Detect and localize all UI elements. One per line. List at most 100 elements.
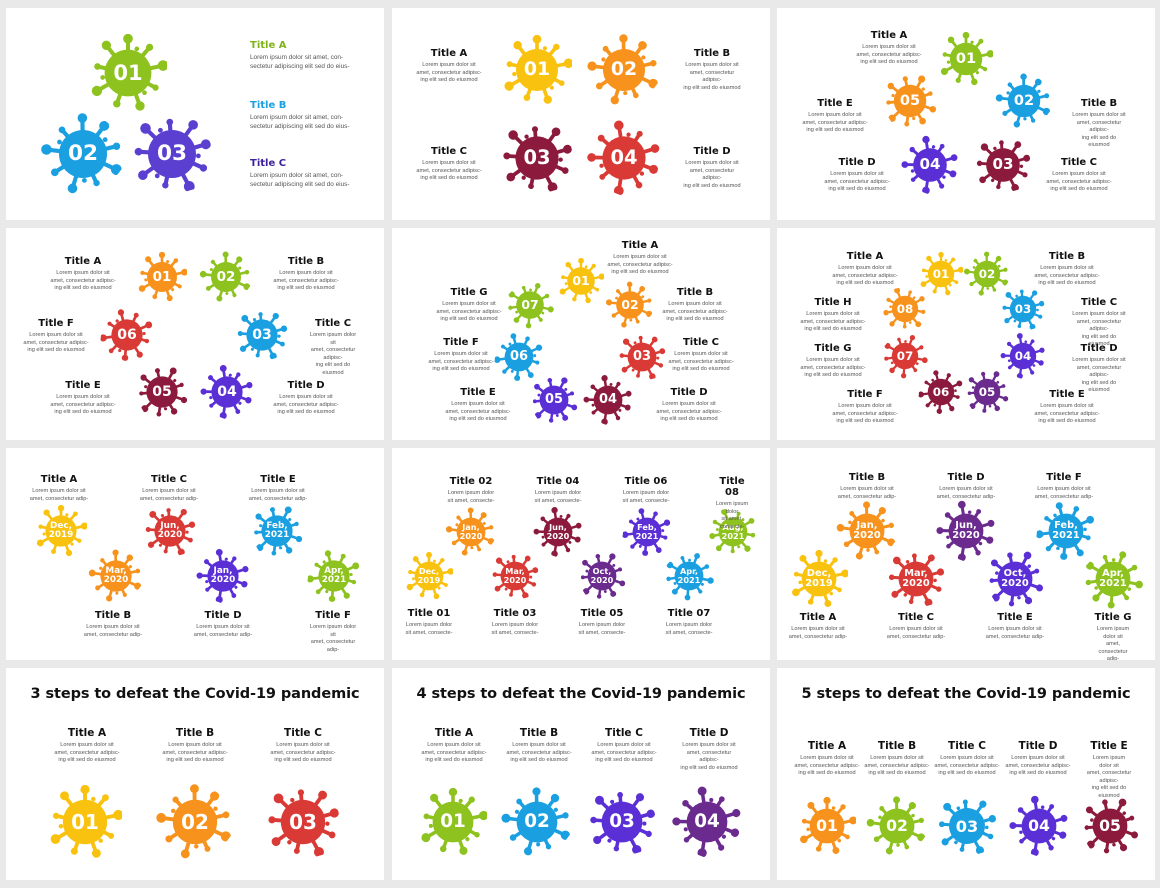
item-title: Title 07 bbox=[667, 608, 711, 619]
virus-icon: Feb, 2021 bbox=[620, 505, 673, 559]
virus-icon: 02 bbox=[27, 98, 140, 211]
item-description: Lorem ipsum dolor sit amet, consectetur … bbox=[445, 401, 511, 423]
slide-thumbnail-6[interactable]: 01 02 03 04 05 06 07 08 Title A Lorem ipsum dolor… bbox=[777, 228, 1155, 440]
item-title: Title B bbox=[877, 740, 917, 752]
virus-label: Jun, 2020 bbox=[952, 519, 980, 541]
slide-thumbnail-12[interactable]: 5 steps to defeat the Covid-19 pandemic 0… bbox=[777, 668, 1155, 880]
slide-thumbnail-10[interactable]: 3 steps to defeat the Covid-19 pandemic 0… bbox=[6, 668, 384, 880]
item-title: Title A bbox=[807, 740, 847, 752]
virus-label: 02 bbox=[621, 297, 639, 313]
virus-icon: Apr, 2021 bbox=[1072, 538, 1154, 620]
item-title: Title A bbox=[67, 727, 107, 739]
slide-heading: 5 steps to defeat the Covid-19 pandemic bbox=[801, 686, 1131, 702]
item-description: Lorem ipsum dolor sit amet, consectetur … bbox=[1086, 755, 1132, 799]
virus-icon: Apr, 2021 bbox=[655, 542, 723, 610]
virus-label: 02 bbox=[886, 815, 908, 835]
virus-label: 05 bbox=[152, 383, 172, 400]
item-description: Lorem ipsum dolor sit amet, consectetur … bbox=[139, 488, 199, 502]
virus-label: Feb, 2021 bbox=[635, 522, 659, 541]
item-description: Lorem ipsum dolor sit amet, consectetur … bbox=[794, 755, 860, 777]
virus-label: Apr, 2021 bbox=[677, 566, 701, 585]
text-block: Title B Lorem ipsum dolor sit amet, conse… bbox=[506, 727, 571, 765]
text-block: Title C Lorem ipsum dolor sit amet, conse… bbox=[591, 727, 656, 765]
item-title: Title D bbox=[689, 727, 729, 739]
virus-icon: 03 bbox=[968, 130, 1038, 200]
item-description: Lorem ipsum dolor sit amet, consectetur … bbox=[428, 351, 494, 373]
virus-icon: Mar, 2020 bbox=[485, 546, 545, 606]
virus-icon: 05 bbox=[126, 356, 198, 428]
item-title: Title A bbox=[434, 727, 474, 739]
virus-label: Dec, 2019 bbox=[48, 520, 74, 540]
item-description: Lorem ipsum dolor sit amet, consectetur … bbox=[832, 265, 898, 287]
virus-label: 05 bbox=[544, 392, 564, 408]
text-block: Title B Lorem ipsum dolor sit amet, conse… bbox=[683, 48, 741, 92]
virus-label: 04 bbox=[217, 383, 237, 400]
item-title: Title E bbox=[997, 612, 1033, 623]
item-title: Title C bbox=[605, 727, 643, 739]
text-block: Title D Lorem ipsum dolor sit amet, conse… bbox=[683, 146, 741, 190]
item-description: Lorem ipsum dolor sit amet, consectetur … bbox=[837, 486, 897, 500]
slide-thumbnail-8[interactable]: Dec, 2019 Jan, 2020 Mar, 2020 Jun, 2020 Oct,… bbox=[392, 448, 770, 660]
virus-label: 05 bbox=[899, 92, 921, 110]
text-block: Title E Lorem ipsum dolor sit amet, conse… bbox=[249, 474, 307, 503]
text-block: Title H Lorem ipsum dolor sit amet, conse… bbox=[800, 297, 865, 334]
text-block: Title F Lorem ipsum dolor sit amet, conse… bbox=[308, 610, 359, 654]
item-description: Lorem ipsum dolor sit amet, consectetur … bbox=[1046, 171, 1112, 193]
slide-thumbnail-11[interactable]: 4 steps to defeat the Covid-19 pandemic 0… bbox=[392, 668, 770, 880]
slide-thumbnail-1[interactable]: 01 02 03 Title A Lorem ipsum dolor sit amet,… bbox=[6, 8, 384, 220]
text-block: Title D Lorem ipsum dolor sit amet, conse… bbox=[824, 157, 889, 194]
item-title: Title B bbox=[1048, 251, 1086, 262]
item-description: Lorem ipsum dolor sit amet, consectetur … bbox=[416, 160, 482, 182]
virus-icon: 06 bbox=[492, 330, 545, 384]
item-description: Lorem ipsum dolor sit amet, consectetur … bbox=[193, 624, 253, 638]
item-description: Lorem ipsum dolor sit amet, consectetur … bbox=[309, 332, 357, 376]
virus-label: 01 bbox=[113, 59, 143, 85]
item-title: Title C bbox=[284, 727, 322, 739]
item-title: Title C bbox=[150, 474, 188, 485]
virus-icon: Jan, 2020 bbox=[826, 490, 908, 572]
slide-thumbnail-7[interactable]: Dec, 2019 Mar, 2020 Jun, 2020 Jan, 2020 Feb,… bbox=[6, 448, 384, 660]
slide-thumbnail-4[interactable]: 01 02 03 04 05 06 Title A Lorem ipsum dolor sit… bbox=[6, 228, 384, 440]
item-title: Title 05 bbox=[580, 608, 624, 619]
text-block: Title D Lorem ipsum dolor sit amet, conse… bbox=[656, 387, 721, 424]
text-block: Title C Lorem ipsum dolor sit amet, conse… bbox=[140, 474, 198, 503]
item-title: Title 06 bbox=[624, 476, 668, 487]
slide-thumbnail-5[interactable]: 01 02 03 04 05 06 07 Title A Lorem ipsum dolor s… bbox=[392, 228, 770, 440]
virus-label: 02 bbox=[610, 58, 638, 81]
virus-icon: 01 bbox=[137, 252, 187, 302]
item-description: Lorem ipsum dolor sit amet, con- sectetu… bbox=[250, 54, 350, 70]
virus-label: Jan, 2020 bbox=[853, 519, 881, 541]
text-block: Title A Lorem ipsum dolor sit amet, conse… bbox=[856, 30, 921, 67]
item-title: Title E bbox=[260, 474, 296, 485]
item-title: Title A bbox=[846, 251, 884, 262]
virus-label: 04 bbox=[694, 811, 720, 833]
virus-label: 02 bbox=[216, 268, 236, 285]
item-description: Lorem ipsum dolor sit amet, consectetur … bbox=[29, 488, 89, 502]
virus-icon: 01 bbox=[558, 258, 604, 304]
item-title: Title D bbox=[1080, 343, 1118, 354]
virus-icon: 02 bbox=[490, 774, 585, 870]
text-block: Title C Lorem ipsum dolor sit amet, conse… bbox=[668, 337, 733, 374]
virus-label: 01 bbox=[816, 815, 838, 835]
text-block: Title A Lorem ipsum dolor sit amet, conse… bbox=[607, 240, 672, 277]
item-description: Lorem ipsum dolor sit amet, consectetur … bbox=[800, 311, 866, 333]
text-block: Title C Lorem ipsum dolor sit amet, conse… bbox=[270, 727, 335, 765]
virus-icon: 02 bbox=[598, 273, 663, 338]
slide-thumbnail-2[interactable]: 01 02 03 04 Title A Lorem ipsum dolor sit ame… bbox=[392, 8, 770, 220]
item-description: Lorem ipsum dolor sit amet, consectetur … bbox=[273, 270, 339, 292]
virus-label: 04 bbox=[919, 155, 941, 174]
virus-icon: 03 bbox=[580, 780, 665, 865]
item-description: Lorem ipsum dolor sit amet, consecte- bbox=[622, 490, 670, 504]
item-title: Title D bbox=[838, 157, 876, 168]
item-title: Title E bbox=[817, 98, 853, 109]
virus-icon: 05 bbox=[1070, 786, 1150, 866]
item-title: Title F bbox=[38, 318, 74, 329]
virus-icon: 06 bbox=[98, 306, 155, 364]
virus-label: 03 bbox=[523, 145, 551, 169]
item-title: Title 08 bbox=[719, 476, 745, 498]
item-title: Title D bbox=[693, 146, 731, 157]
slide-thumbnail-9[interactable]: Dec, 2019 Jan, 2020 Mar, 2020 Jun, 2020 Oct,… bbox=[777, 448, 1155, 660]
text-block: Title B Lorem ipsum dolor sit amet, conse… bbox=[838, 472, 896, 501]
slide-thumbnail-3[interactable]: 01 02 03 04 05 Title A Lorem ipsum dolor sit a… bbox=[777, 8, 1155, 220]
item-title: Title 02 bbox=[449, 476, 493, 487]
